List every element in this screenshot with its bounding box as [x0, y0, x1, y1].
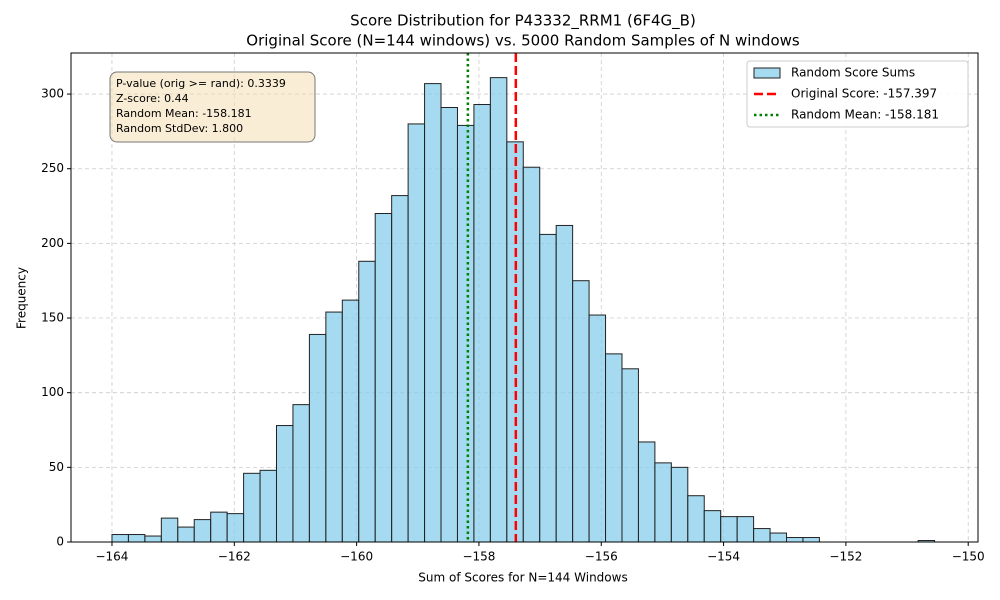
annotation-text: Z-score: 0.44 [116, 92, 189, 105]
histogram-bar [407, 123, 426, 543]
legend-label: Random Score Sums [791, 66, 915, 80]
histogram-bar [703, 510, 722, 543]
histogram-bar [456, 124, 475, 543]
histogram-bar [720, 516, 738, 543]
histogram-bar [358, 260, 376, 543]
y-tick-label: 150 [41, 311, 64, 325]
histogram-bar [440, 106, 458, 543]
histogram-bar [637, 441, 656, 543]
x-tick-label: −158 [462, 550, 495, 564]
y-tick-label: 300 [41, 87, 64, 101]
annotation-text: Random StdDev: 1.800 [116, 122, 243, 135]
histogram-bar [572, 280, 590, 543]
histogram-bar [127, 534, 146, 543]
histogram-bar [605, 353, 623, 543]
legend-swatch [753, 67, 781, 79]
histogram-bar [144, 535, 162, 543]
histogram-bar [522, 166, 541, 543]
legend-box [746, 60, 969, 128]
y-axis-label: Frequency [15, 267, 29, 329]
histogram-bar [621, 368, 639, 543]
histogram-bar [769, 532, 788, 543]
histogram-bar [210, 511, 228, 543]
histogram-bar [539, 233, 557, 543]
histogram-bar [259, 469, 277, 543]
y-tick-label: 0 [56, 535, 64, 549]
histogram-bar [753, 528, 771, 543]
chart-title: Score Distribution for P43332_RRM1 (6F4G… [350, 12, 696, 31]
histogram-bar [226, 513, 245, 543]
histogram-bar [473, 104, 491, 543]
x-tick-label: −164 [95, 550, 128, 564]
chart-subtitle: Original Score (N=144 windows) vs. 5000 … [246, 32, 800, 50]
x-axis-label: Sum of Scores for N=144 Windows [418, 571, 627, 585]
histogram-bar [687, 495, 705, 543]
annotation-text: P-value (orig >= rand): 0.3339 [116, 77, 286, 90]
annotation-box [109, 71, 316, 143]
histogram-bar [325, 311, 343, 543]
plot-frame [70, 52, 979, 543]
legend-label: Original Score: -157.397 [791, 87, 937, 101]
histogram-bar [292, 404, 310, 543]
histogram-bar [654, 462, 672, 543]
y-tick-label: 100 [41, 385, 64, 399]
histogram-bar [341, 299, 360, 543]
histogram-bar [391, 195, 409, 543]
x-tick-label: −154 [707, 550, 740, 564]
histogram-bar [243, 472, 261, 543]
histogram-bar [588, 314, 607, 543]
y-tick-label: 50 [49, 460, 64, 474]
histogram-bar [193, 519, 212, 543]
annotation-text: Random Mean: -158.181 [116, 107, 252, 120]
histogram-bar [160, 517, 179, 543]
histogram-bar [177, 526, 195, 543]
histogram-bar [489, 77, 508, 543]
histogram-bar [308, 333, 327, 543]
y-tick-label: 200 [41, 236, 64, 250]
x-tick-label: −152 [829, 550, 862, 564]
x-tick-label: −156 [585, 550, 618, 564]
histogram-bar [374, 213, 393, 543]
x-tick-label: −162 [218, 550, 251, 564]
legend-label: Random Mean: -158.181 [791, 108, 939, 122]
histogram-bar [670, 466, 689, 543]
y-tick-label: 250 [41, 161, 64, 175]
histogram-bar [786, 537, 804, 543]
histogram-bar [555, 224, 574, 543]
histogram-bar [802, 537, 820, 543]
x-tick-label: −150 [952, 550, 985, 564]
histogram-bar [736, 516, 755, 543]
histogram-bar [275, 425, 294, 543]
histogram-bar [424, 83, 442, 543]
histogram-bar [111, 534, 129, 543]
x-tick-label: −160 [340, 550, 373, 564]
